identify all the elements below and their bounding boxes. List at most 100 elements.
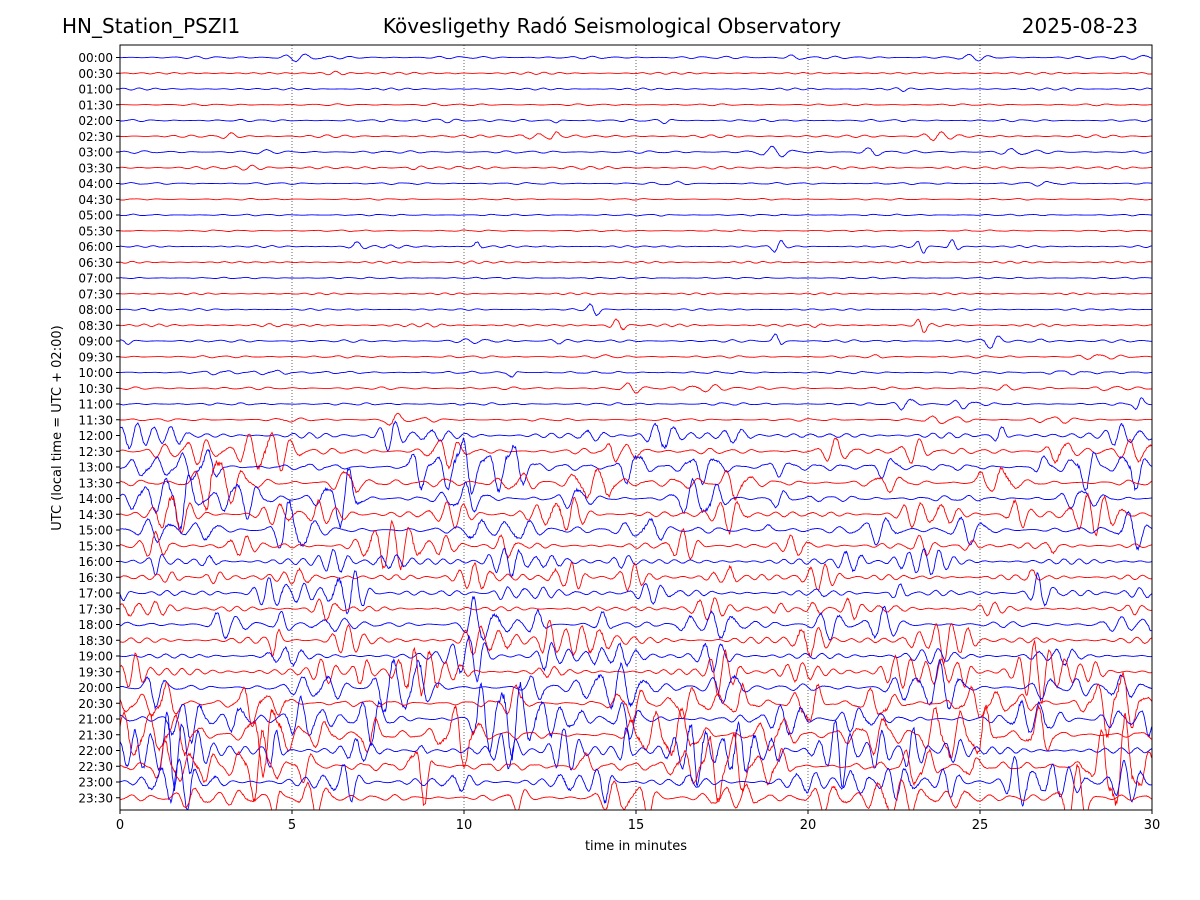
seismic-trace-1630 <box>120 561 1152 593</box>
seismic-trace-0530 <box>120 229 1152 233</box>
seismic-trace-0830 <box>120 318 1152 334</box>
y-tick-label: 22:30 <box>78 760 113 774</box>
seismic-trace-1000 <box>120 369 1152 378</box>
station-name: HN_Station_PSZI1 <box>62 14 241 38</box>
y-tick-label: 10:30 <box>78 382 113 396</box>
record-date: 2025-08-23 <box>1021 14 1138 38</box>
y-tick-label: 04:30 <box>78 193 113 207</box>
seismic-trace-0630 <box>120 260 1152 264</box>
y-tick-label: 23:00 <box>78 776 113 790</box>
y-tick-label: 05:30 <box>78 224 113 238</box>
y-tick-label: 21:00 <box>78 713 113 727</box>
seismic-trace-1530 <box>120 519 1152 571</box>
seismic-trace-2100 <box>120 682 1152 761</box>
seismic-trace-0300 <box>120 145 1152 158</box>
y-tick-label: 12:30 <box>78 445 113 459</box>
y-tick-label: 11:00 <box>78 398 113 412</box>
seismic-trace-1500 <box>120 499 1152 552</box>
seismic-trace-1330 <box>120 459 1152 512</box>
x-tick-label: 0 <box>116 818 124 833</box>
x-tick-label: 30 <box>1144 818 1161 833</box>
y-tick-label: 03:30 <box>78 161 113 175</box>
y-tick-label: 12:00 <box>78 429 113 443</box>
y-tick-label: 05:00 <box>78 209 113 223</box>
y-tick-label: 07:30 <box>78 287 113 301</box>
y-tick-label: 16:30 <box>78 571 113 585</box>
seismic-trace-2200 <box>120 711 1152 791</box>
seismic-trace-1130 <box>120 412 1152 426</box>
seismic-trace-1930 <box>120 639 1152 705</box>
seismic-trace-0430 <box>120 197 1152 201</box>
y-tick-label: 09:30 <box>78 350 113 364</box>
x-tick-label: 5 <box>288 818 296 833</box>
seismic-trace-2230 <box>120 712 1152 807</box>
seismic-trace-0730 <box>120 292 1152 296</box>
y-tick-label: 18:00 <box>78 618 113 632</box>
y-tick-label: 13:30 <box>78 476 113 490</box>
y-tick-label: 10:00 <box>78 366 113 380</box>
y-tick-label: 02:00 <box>78 114 113 128</box>
y-tick-label: 14:00 <box>78 492 113 506</box>
seismic-trace-0400 <box>120 180 1152 187</box>
y-tick-label: 15:30 <box>78 539 113 553</box>
y-tick-label: 21:30 <box>78 728 113 742</box>
y-tick-label: 01:30 <box>78 98 113 112</box>
y-tick-label: 22:00 <box>78 744 113 758</box>
seismic-trace-1200 <box>120 420 1152 452</box>
y-tick-label: 00:30 <box>78 67 113 81</box>
seismic-trace-1800 <box>120 595 1152 641</box>
x-tick-label: 10 <box>456 818 473 833</box>
seismic-trace-1430 <box>120 492 1152 537</box>
x-tick-label: 20 <box>800 818 817 833</box>
y-tick-label: 19:30 <box>78 665 113 679</box>
seismic-trace-0930 <box>120 354 1152 360</box>
seismic-trace-0600 <box>120 239 1152 254</box>
y-tick-label: 03:00 <box>78 146 113 160</box>
y-tick-label: 06:00 <box>78 240 113 254</box>
y-tick-label: 20:00 <box>78 681 113 695</box>
y-tick-label: 13:00 <box>78 461 113 475</box>
y-tick-label: 01:00 <box>78 83 113 97</box>
seismic-trace-1830 <box>120 619 1152 666</box>
seismic-trace-1730 <box>120 597 1152 623</box>
seismic-trace-1100 <box>120 397 1152 411</box>
y-tick-label: 08:00 <box>78 303 113 317</box>
seismic-trace-1030 <box>120 382 1152 394</box>
y-tick-label: 02:30 <box>78 130 113 144</box>
y-tick-label: 00:00 <box>78 51 113 65</box>
y-tick-label: 06:30 <box>78 256 113 270</box>
x-tick-label: 25 <box>972 818 989 833</box>
y-tick-label: 15:00 <box>78 524 113 538</box>
seismic-trace-1300 <box>120 437 1152 495</box>
seismic-trace-1900 <box>120 634 1152 683</box>
seismic-trace-0330 <box>120 164 1152 171</box>
y-tick-label: 08:30 <box>78 319 113 333</box>
y-tick-label: 17:00 <box>78 587 113 601</box>
seismic-trace-0000 <box>120 53 1152 63</box>
y-tick-label: 19:00 <box>78 650 113 664</box>
seismic-trace-0200 <box>120 118 1152 125</box>
seismic-trace-1600 <box>120 547 1152 579</box>
y-tick-label: 23:30 <box>78 791 113 805</box>
y-tick-label: 09:00 <box>78 335 113 349</box>
y-tick-label: 14:30 <box>78 508 113 522</box>
seismic-trace-0130 <box>120 103 1152 107</box>
seismic-trace-0900 <box>120 333 1152 349</box>
x-axis-label: time in minutes <box>585 839 687 854</box>
observatory-title: Kövesligethy Radó Seismological Observat… <box>382 14 842 38</box>
y-tick-label: 07:00 <box>78 272 113 286</box>
seismic-trace-0500 <box>120 213 1152 217</box>
seismic-trace-0100 <box>120 87 1152 93</box>
seismic-trace-0230 <box>120 130 1152 142</box>
y-tick-label: 04:00 <box>78 177 113 191</box>
seismic-trace-2130 <box>120 704 1152 778</box>
seismic-trace-0800 <box>120 302 1152 316</box>
seismic-trace-0700 <box>120 276 1152 280</box>
y-tick-label: 18:30 <box>78 634 113 648</box>
seismic-trace-2300 <box>120 755 1152 810</box>
y-tick-label: 16:00 <box>78 555 113 569</box>
y-tick-label: 11:30 <box>78 413 113 427</box>
seismic-trace-2000 <box>120 658 1152 714</box>
